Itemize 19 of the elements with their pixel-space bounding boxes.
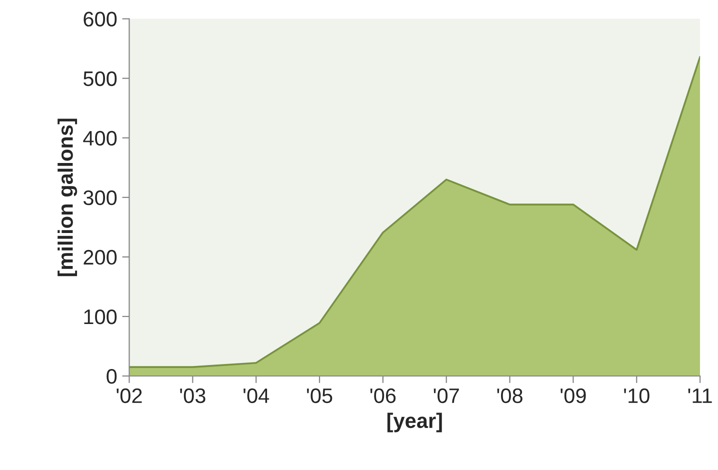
y-tick-label: 400 (83, 130, 117, 146)
x-tick-label: '09 (560, 388, 586, 404)
x-tick-label: '08 (497, 388, 522, 404)
x-tick-label: '07 (434, 388, 459, 404)
y-tick-label: 200 (84, 250, 117, 265)
y-tick-label: 500 (84, 71, 117, 86)
y-axis-title: [million gallons] (58, 118, 78, 276)
x-tick-label: '06 (370, 388, 396, 404)
x-tick-label: '11 (688, 388, 712, 403)
x-tick-label: '05 (306, 388, 332, 404)
x-tick-label: '02 (116, 388, 142, 404)
x-tick-label: '03 (180, 388, 206, 404)
x-tick-label: '04 (244, 388, 270, 404)
y-tick-label: 300 (83, 190, 117, 206)
y-tick-label: 0 (106, 369, 117, 384)
y-tick-label: 600 (84, 12, 117, 27)
x-axis-title: [year] (387, 412, 442, 432)
y-tick-label: 100 (84, 309, 117, 324)
x-tick-label: '10 (624, 388, 650, 404)
